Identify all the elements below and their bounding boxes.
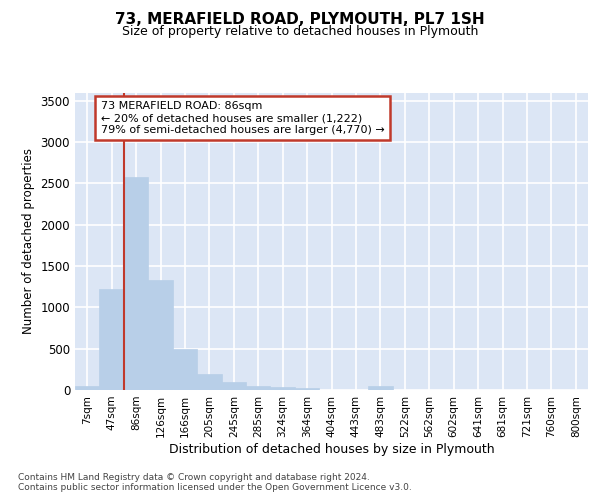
Y-axis label: Number of detached properties: Number of detached properties: [22, 148, 35, 334]
Text: 73, MERAFIELD ROAD, PLYMOUTH, PL7 1SH: 73, MERAFIELD ROAD, PLYMOUTH, PL7 1SH: [115, 12, 485, 28]
Bar: [173, 348, 197, 390]
Bar: [197, 374, 221, 390]
Bar: [368, 386, 392, 390]
Bar: [75, 386, 100, 390]
Text: Size of property relative to detached houses in Plymouth: Size of property relative to detached ho…: [122, 25, 478, 38]
Text: Contains public sector information licensed under the Open Government Licence v3: Contains public sector information licen…: [18, 484, 412, 492]
Bar: [295, 388, 319, 390]
Bar: [221, 382, 246, 390]
Bar: [271, 386, 295, 390]
Bar: [124, 177, 148, 390]
Text: 73 MERAFIELD ROAD: 86sqm
← 20% of detached houses are smaller (1,222)
79% of sem: 73 MERAFIELD ROAD: 86sqm ← 20% of detach…: [101, 102, 385, 134]
Bar: [246, 386, 271, 390]
Bar: [100, 289, 124, 390]
Bar: [148, 280, 173, 390]
X-axis label: Distribution of detached houses by size in Plymouth: Distribution of detached houses by size …: [169, 442, 494, 456]
Text: Contains HM Land Registry data © Crown copyright and database right 2024.: Contains HM Land Registry data © Crown c…: [18, 472, 370, 482]
